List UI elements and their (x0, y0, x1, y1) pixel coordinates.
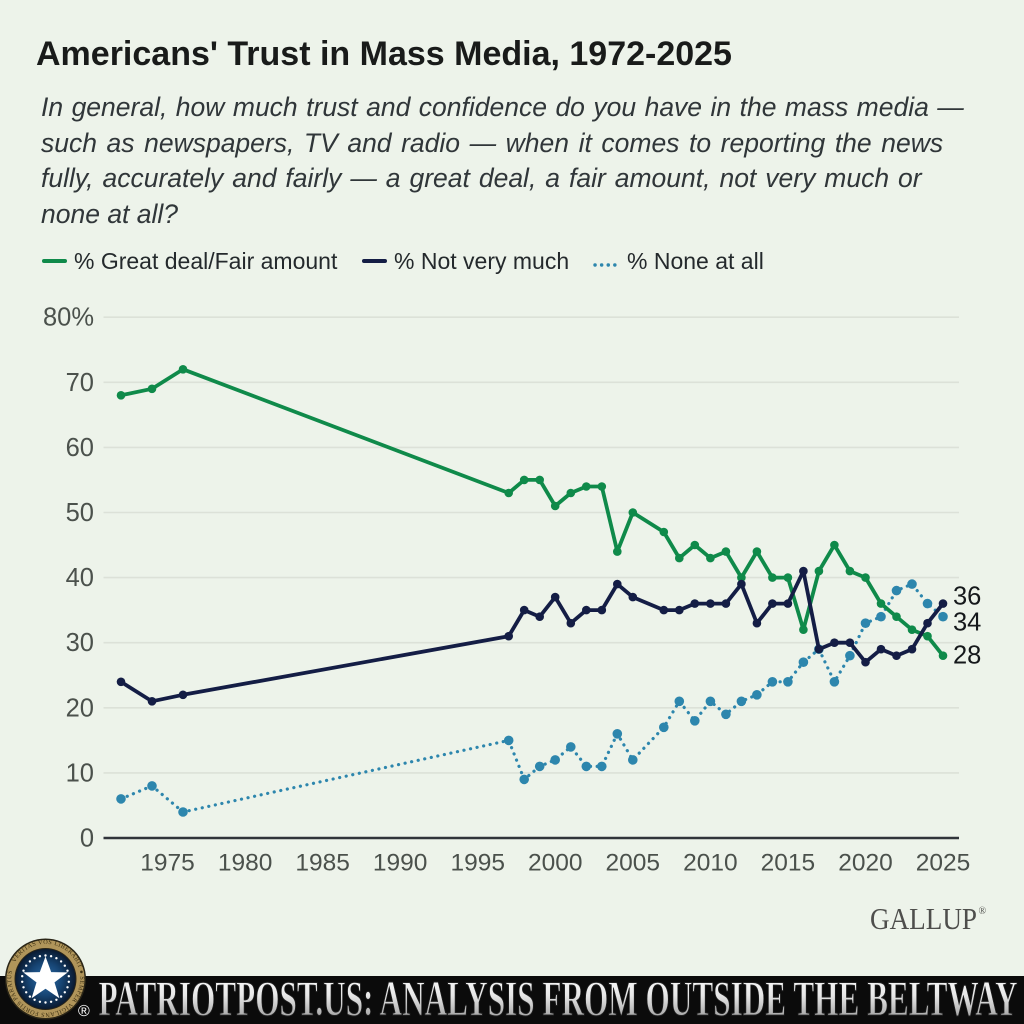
svg-text:2005: 2005 (606, 850, 661, 877)
svg-text:2015: 2015 (761, 850, 816, 877)
svg-text:28: 28 (953, 642, 981, 670)
svg-text:2000: 2000 (528, 850, 583, 877)
svg-text:50: 50 (66, 499, 94, 527)
svg-text:30: 30 (66, 629, 94, 657)
svg-text:40: 40 (66, 564, 94, 592)
svg-text:2010: 2010 (683, 850, 738, 877)
svg-text:20: 20 (66, 694, 94, 722)
svg-text:1995: 1995 (450, 850, 505, 877)
svg-text:70: 70 (66, 369, 94, 397)
svg-text:1985: 1985 (295, 850, 350, 877)
svg-text:10: 10 (66, 759, 94, 787)
svg-text:34: 34 (953, 609, 981, 637)
svg-text:1990: 1990 (373, 850, 428, 877)
svg-text:2025: 2025 (916, 850, 971, 877)
svg-text:0: 0 (80, 825, 94, 853)
svg-text:2020: 2020 (838, 850, 893, 877)
svg-text:36: 36 (953, 583, 981, 611)
svg-text:80%: 80% (43, 304, 94, 332)
svg-text:1980: 1980 (218, 850, 273, 877)
svg-text:1975: 1975 (140, 850, 195, 877)
svg-text:60: 60 (66, 434, 94, 462)
